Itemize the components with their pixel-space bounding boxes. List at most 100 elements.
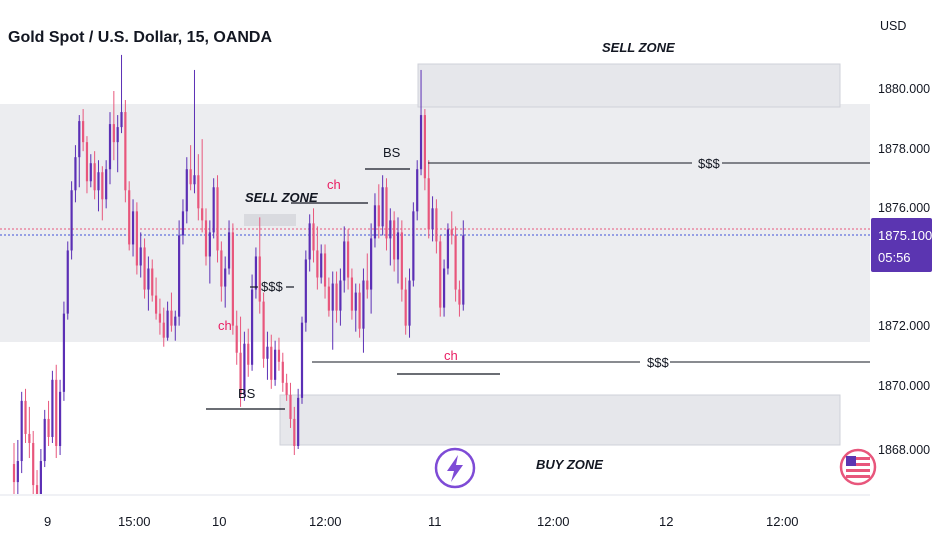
candle-body xyxy=(93,163,96,191)
candle-body xyxy=(143,247,146,290)
candle-body xyxy=(331,283,334,311)
candle-body xyxy=(116,127,119,143)
candle-body xyxy=(216,187,219,251)
candle-body xyxy=(308,223,311,260)
last-price-value: 1875.100 xyxy=(878,228,932,243)
candle-body xyxy=(435,208,438,242)
candle-body xyxy=(281,361,284,383)
candle-body xyxy=(274,349,277,380)
candle-body xyxy=(24,400,27,434)
candle-body xyxy=(350,277,354,311)
candle-body xyxy=(408,280,411,326)
candle-body xyxy=(370,238,373,290)
candle-body xyxy=(312,223,315,251)
candle-body xyxy=(243,343,246,395)
candle-body xyxy=(458,289,461,305)
candle-body xyxy=(43,418,46,462)
candle-body xyxy=(189,169,192,185)
y-tick-label: 1872.000 xyxy=(878,319,930,333)
candle-body xyxy=(239,352,242,395)
candle-body xyxy=(366,280,369,290)
candle-body xyxy=(162,322,165,338)
candle-body xyxy=(139,247,142,266)
sell-zone-box-mid[interactable] xyxy=(244,214,296,226)
zone-layer xyxy=(0,63,870,446)
annotation-liquidity-low: $$$ xyxy=(647,355,669,370)
candle-body xyxy=(89,163,92,182)
candle-body xyxy=(101,172,104,200)
annotation-ch-low: ch xyxy=(444,348,458,363)
candle-body xyxy=(208,232,211,257)
candle-body xyxy=(431,208,434,230)
candle-body xyxy=(381,187,384,227)
annotation-ch-top: ch xyxy=(327,177,341,192)
candle-body xyxy=(412,211,415,281)
candle-body xyxy=(339,280,342,311)
candle-body xyxy=(416,169,419,212)
candle-body xyxy=(128,190,131,245)
candle-body xyxy=(400,232,403,290)
lightning-icon[interactable] xyxy=(434,447,476,489)
candle-body xyxy=(97,172,100,191)
x-tick-label: 11 xyxy=(428,514,442,529)
candle-body xyxy=(235,325,238,353)
candle-body xyxy=(254,256,258,290)
x-tick-label: 12:00 xyxy=(766,514,799,529)
buy-zone-box[interactable] xyxy=(279,394,841,446)
x-tick-label: 12 xyxy=(659,514,673,529)
candle-body xyxy=(277,349,281,362)
candle-body xyxy=(439,241,442,308)
chart-title: Gold Spot / U.S. Dollar, 15, OANDA xyxy=(8,29,272,46)
candle-body xyxy=(304,259,307,323)
y-tick-label: 1878.000 xyxy=(878,142,930,156)
candle-body xyxy=(170,310,173,326)
us-flag-icon[interactable] xyxy=(839,448,877,486)
candle-body xyxy=(212,187,215,233)
candle-body xyxy=(293,418,296,446)
candle-body xyxy=(389,220,392,239)
candles-layer xyxy=(12,54,465,494)
candle-body xyxy=(450,229,453,236)
candle-body xyxy=(105,169,108,200)
candle-body xyxy=(250,289,254,365)
sell-zone-label-mid: SELL ZONE xyxy=(245,190,318,205)
last-price-badge: 1875.100 05:56 xyxy=(871,218,932,272)
candle-body xyxy=(346,241,350,278)
candle-body xyxy=(78,121,81,158)
candle-body xyxy=(178,235,181,317)
candle-body xyxy=(124,112,127,191)
candle-body xyxy=(82,121,85,143)
candle-body xyxy=(316,250,319,278)
candle-body xyxy=(185,169,188,212)
candle-body xyxy=(70,190,73,251)
candle-body xyxy=(85,142,89,182)
candle-body xyxy=(193,175,196,185)
sell-zone-box-top[interactable] xyxy=(417,63,841,108)
candle-body xyxy=(262,301,265,359)
candle-body xyxy=(32,442,35,486)
candle-body xyxy=(270,346,273,380)
candle-body xyxy=(66,250,69,314)
y-tick-label: 1876.000 xyxy=(878,201,930,215)
candle-body xyxy=(174,316,177,326)
candle-body xyxy=(419,115,423,170)
candle-body xyxy=(154,295,158,314)
candle-body xyxy=(112,124,115,143)
x-tick-label: 12:00 xyxy=(537,514,570,529)
candle-body xyxy=(147,268,150,290)
candle-body xyxy=(135,211,138,266)
candle-body xyxy=(300,322,304,398)
candle-body xyxy=(297,397,300,446)
candle-body xyxy=(35,485,39,494)
candle-body xyxy=(108,124,112,170)
candle-body xyxy=(423,115,426,179)
candle-body xyxy=(373,205,377,239)
candle-body xyxy=(120,112,123,128)
candle-body xyxy=(201,208,204,221)
candle-body xyxy=(358,292,361,329)
candle-body xyxy=(47,418,50,437)
annotation-bs-top: BS xyxy=(383,145,401,160)
candle-body xyxy=(462,235,465,305)
candle-body xyxy=(354,292,357,311)
